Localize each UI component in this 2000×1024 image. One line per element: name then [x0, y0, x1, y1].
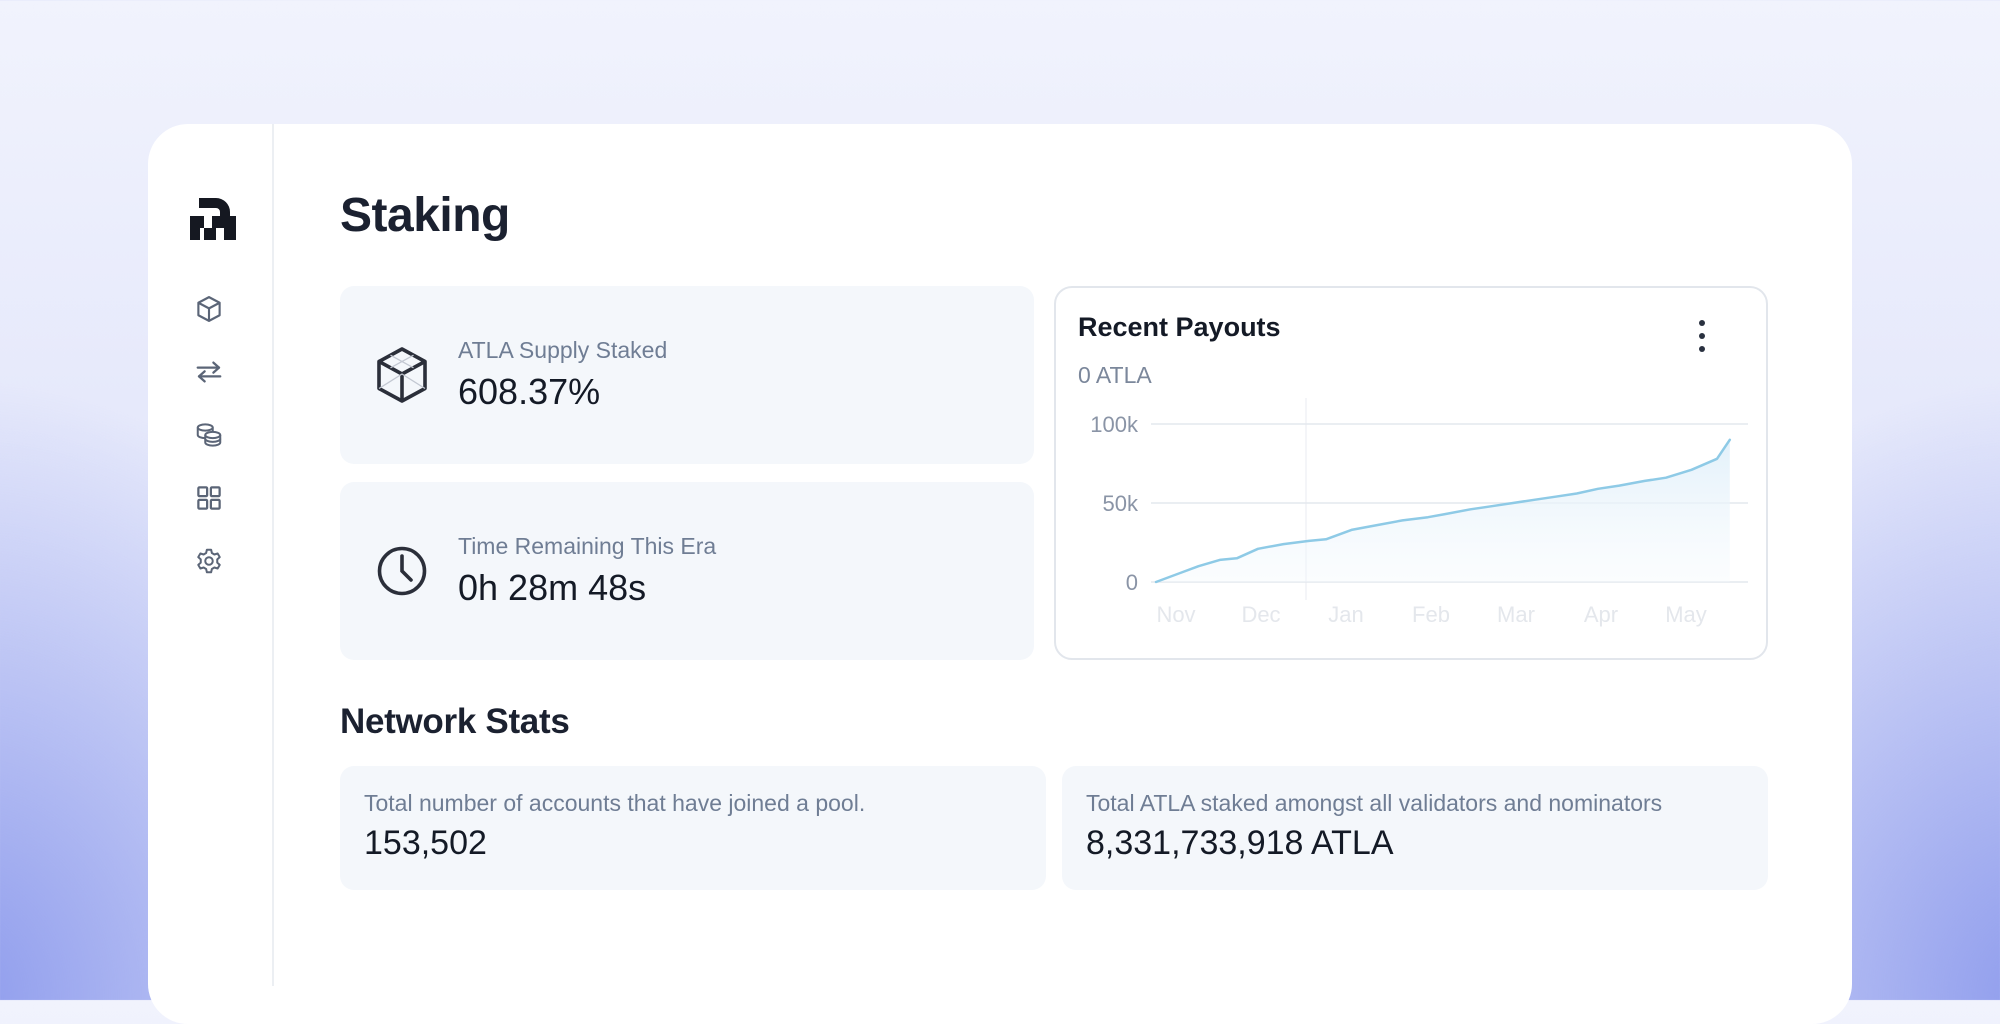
- y-tick-label: 50k: [1103, 491, 1139, 516]
- supply-staked-label: ATLA Supply Staked: [458, 337, 668, 363]
- era-time-card: Time Remaining This Era 0h 28m 48s: [340, 482, 1034, 660]
- clock-icon: [377, 546, 427, 596]
- era-time-value: 0h 28m 48s: [458, 567, 647, 608]
- payouts-total: 0 ATLA: [1078, 362, 1152, 388]
- main-content: Staking ATLA Supply Staked 608.37% Time …: [340, 124, 1852, 1024]
- supply-staked-value: 608.37%: [458, 371, 601, 412]
- transfer-icon[interactable]: [194, 357, 224, 387]
- era-time-label: Time Remaining This Era: [458, 533, 717, 559]
- x-tick-label: Jan: [1328, 602, 1363, 627]
- supply-staked-card: ATLA Supply Staked 608.37%: [340, 286, 1034, 464]
- x-tick-label: Dec: [1241, 602, 1280, 627]
- network-stats-title: Network Stats: [340, 702, 570, 741]
- x-tick-label: Nov: [1156, 602, 1195, 627]
- payouts-area: [1156, 439, 1730, 582]
- payouts-chart: 0 50k 100k Nov Dec Jan Feb Mar Apr May: [1090, 398, 1748, 627]
- kebab-menu-icon[interactable]: [1696, 320, 1708, 360]
- page-title: Staking: [340, 189, 510, 242]
- coins-icon[interactable]: [194, 420, 224, 450]
- sidebar: [148, 124, 274, 986]
- total-staked-value: 8,331,733,918 ATLA: [1086, 824, 1394, 862]
- gear-icon[interactable]: [194, 546, 224, 576]
- y-tick-label: 0: [1126, 570, 1138, 595]
- cube-icon: [377, 347, 427, 403]
- x-tick-label: Mar: [1497, 602, 1535, 627]
- total-staked-card: Total ATLA staked amongst all validators…: [1062, 766, 1768, 890]
- total-staked-label: Total ATLA staked amongst all validators…: [1086, 790, 1663, 816]
- payouts-line: [1154, 438, 1732, 584]
- pool-accounts-card: Total number of accounts that have joine…: [340, 766, 1046, 890]
- recent-payouts-card: Recent Payouts 0 ATLA 0 50k 100k Nov Dec Jan F…: [1054, 286, 1768, 660]
- pool-accounts-label: Total number of accounts that have joine…: [364, 790, 866, 816]
- atla-logo[interactable]: [190, 198, 236, 240]
- chart-title: Recent Payouts: [1078, 312, 1281, 342]
- grid-icon[interactable]: [194, 483, 224, 513]
- x-tick-label: May: [1665, 602, 1707, 627]
- y-tick-label: 100k: [1090, 412, 1139, 437]
- x-tick-label: Apr: [1584, 602, 1618, 627]
- cube-icon[interactable]: [194, 294, 224, 324]
- x-tick-label: Feb: [1412, 602, 1450, 627]
- pool-accounts-value: 153,502: [364, 824, 487, 862]
- app-window: Staking ATLA Supply Staked 608.37% Time …: [148, 124, 1852, 1024]
